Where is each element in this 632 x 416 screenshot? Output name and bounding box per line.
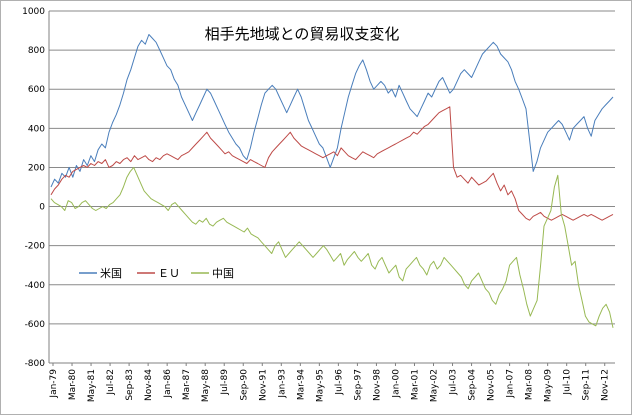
y-tick-label: 400 xyxy=(28,124,45,134)
x-tick-label: Jan-93 xyxy=(277,369,287,399)
y-tick-label: -800 xyxy=(25,359,46,369)
x-tick-label: Jan-86 xyxy=(163,369,173,399)
x-tick-label: Sep-04 xyxy=(468,369,478,401)
x-tick-label: Mar-94 xyxy=(296,369,306,400)
x-tick-label: Sep-11 xyxy=(582,369,592,401)
x-tick-label: Jul-96 xyxy=(334,369,344,396)
x-tick-label: Jan-00 xyxy=(391,369,401,399)
y-tick-label: 800 xyxy=(28,46,45,56)
x-tick-label: Mar-80 xyxy=(68,369,78,400)
x-tick-label: Jul-10 xyxy=(563,369,573,396)
grid-lines xyxy=(49,10,615,364)
y-tick-label: 1000 xyxy=(22,7,45,17)
x-tick-label: Sep-90 xyxy=(239,369,249,401)
x-tick-label: Nov-91 xyxy=(258,369,268,401)
legend-label: 米国 xyxy=(100,267,122,280)
x-tick-label: Mar-01 xyxy=(410,369,420,400)
x-tick-label: Nov-12 xyxy=(601,369,611,401)
x-tick-label: Jul-82 xyxy=(106,369,116,396)
x-tick-label: Mar-08 xyxy=(525,369,535,400)
series-line-0 xyxy=(50,34,614,188)
y-tick-label: -400 xyxy=(25,281,46,291)
legend: 米国 ＥＵ 中国 xyxy=(79,267,234,280)
legend-label: ＥＵ xyxy=(158,267,180,280)
y-tick-label: 200 xyxy=(28,163,45,173)
y-tick-label: 600 xyxy=(28,85,45,95)
x-tick-label: Nov-05 xyxy=(487,369,497,401)
x-axis-tick-labels: Jan-79 Mar-80 May-81 Jul-82 Sep-83 Nov-84 Jan-… xyxy=(49,369,611,402)
series-line-2 xyxy=(50,166,614,328)
x-tick-label: Sep-97 xyxy=(353,369,363,401)
x-tick-label: Mar-87 xyxy=(182,369,192,400)
x-tick-label: May-81 xyxy=(87,369,97,402)
y-tick-label: -200 xyxy=(25,242,46,252)
x-tick-label: May-02 xyxy=(430,369,440,402)
x-tick-label: Jan-07 xyxy=(506,369,516,399)
x-tick-label: Jul-03 xyxy=(449,369,459,396)
x-tick-label: May-88 xyxy=(201,369,211,402)
y-tick-label: -600 xyxy=(25,320,46,330)
x-tick-label: Sep-83 xyxy=(125,369,135,401)
x-tick-label: May-95 xyxy=(315,369,325,402)
series-line-1 xyxy=(50,106,614,221)
y-tick-label: 0 xyxy=(39,203,45,213)
x-tick-label: May-09 xyxy=(544,369,554,402)
y-axis-tick-labels: -800 -600 -400 -200 0 200 400 600 800 1000 xyxy=(22,7,45,369)
x-tick-label: Jul-89 xyxy=(220,369,230,396)
x-tick-label: Nov-84 xyxy=(144,369,154,401)
axes xyxy=(48,11,615,366)
legend-label: 中国 xyxy=(212,267,234,280)
series-lines xyxy=(50,34,614,328)
chart-title: 相手先地域との貿易収支変化 xyxy=(205,25,400,43)
x-tick-label: Jan-79 xyxy=(49,369,59,399)
x-tick-label: Nov-98 xyxy=(372,369,382,401)
